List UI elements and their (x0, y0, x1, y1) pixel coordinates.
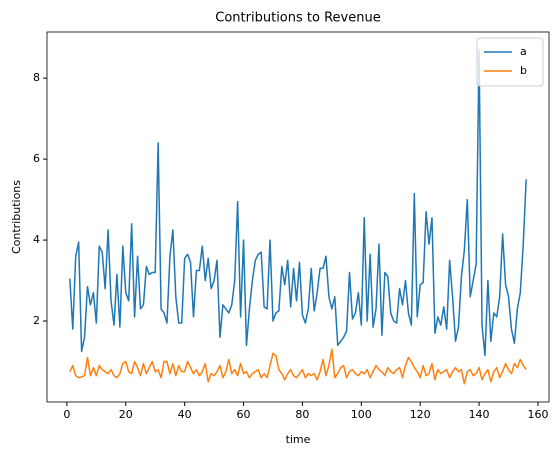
x-tick-label: 60 (237, 408, 251, 421)
x-tick-label: 100 (351, 408, 372, 421)
axes-frame (46, 31, 550, 403)
x-tick-label: 40 (178, 408, 192, 421)
y-axis-label: Contributions (10, 180, 23, 254)
x-tick-label: 20 (119, 408, 133, 421)
line-series (69, 348, 527, 385)
chart-title: Contributions to Revenue (215, 11, 380, 26)
line-series (69, 49, 527, 357)
x-tick-label: 0 (63, 408, 70, 421)
y-tick-label: 4 (33, 233, 40, 246)
legend-box (476, 37, 544, 87)
y-tick-label: 8 (33, 71, 40, 84)
x-tick-label: 140 (469, 408, 490, 421)
x-axis-label: time (286, 433, 311, 446)
y-tick-label: 6 (33, 152, 40, 165)
x-tick-label: 80 (295, 408, 309, 421)
x-tick-label: 120 (410, 408, 431, 421)
y-tick-label: 2 (33, 314, 40, 327)
x-tick-label: 160 (527, 408, 548, 421)
legend-label: b (520, 64, 527, 77)
legend-label: a (520, 45, 527, 58)
